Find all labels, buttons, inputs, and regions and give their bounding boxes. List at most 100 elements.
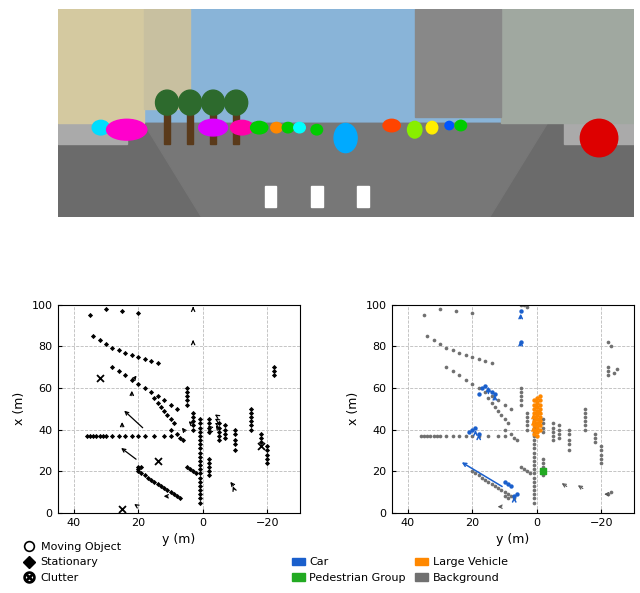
Point xyxy=(422,331,432,340)
Point xyxy=(554,433,564,443)
Point xyxy=(477,383,487,393)
Point xyxy=(172,492,182,501)
Point xyxy=(538,423,548,432)
Point xyxy=(195,427,205,436)
Point xyxy=(529,404,539,413)
Point xyxy=(596,446,607,455)
Point xyxy=(127,350,137,359)
Point xyxy=(195,485,205,495)
Point xyxy=(529,448,539,457)
Ellipse shape xyxy=(334,123,357,152)
Point xyxy=(204,454,214,464)
X-axis label: y (m): y (m) xyxy=(162,533,195,546)
Point xyxy=(175,493,186,503)
Point xyxy=(188,420,198,430)
Point xyxy=(133,464,143,474)
Point xyxy=(246,420,257,430)
Point xyxy=(499,487,509,497)
Ellipse shape xyxy=(311,125,323,135)
Point xyxy=(165,431,175,441)
Point xyxy=(448,431,458,441)
Point xyxy=(502,493,513,503)
Point xyxy=(162,410,172,420)
Point xyxy=(246,412,257,422)
Point xyxy=(529,498,539,507)
Point xyxy=(214,427,224,436)
Point xyxy=(127,375,137,384)
Point xyxy=(195,419,205,428)
Point xyxy=(467,379,477,388)
Point xyxy=(175,433,186,443)
Point xyxy=(532,431,542,441)
Point xyxy=(499,400,509,409)
Point xyxy=(535,404,545,413)
Point xyxy=(230,446,240,455)
Point xyxy=(512,489,522,499)
Point xyxy=(506,429,516,439)
Point xyxy=(509,433,519,443)
Point xyxy=(220,425,230,435)
Point xyxy=(474,471,484,480)
Point xyxy=(435,431,445,441)
Point xyxy=(538,467,548,476)
Point xyxy=(448,346,458,355)
Point xyxy=(580,412,590,422)
Point xyxy=(182,400,192,409)
Ellipse shape xyxy=(455,120,467,130)
Point xyxy=(529,396,539,405)
Point xyxy=(165,400,175,409)
Point xyxy=(136,468,147,478)
Point xyxy=(120,348,131,358)
Point xyxy=(516,396,526,405)
Point xyxy=(172,429,182,439)
Point xyxy=(564,435,574,445)
Point xyxy=(95,335,105,345)
Point xyxy=(442,362,452,372)
Point xyxy=(195,473,205,482)
Point xyxy=(506,481,516,490)
Point xyxy=(529,427,539,436)
Point xyxy=(185,464,195,474)
Point xyxy=(529,439,539,449)
Point xyxy=(133,463,143,472)
Point xyxy=(191,468,202,478)
Point xyxy=(120,371,131,380)
Point xyxy=(149,394,159,403)
Point xyxy=(493,406,503,416)
Point xyxy=(95,431,105,441)
Point xyxy=(464,427,474,436)
Ellipse shape xyxy=(106,119,147,140)
Point xyxy=(188,425,198,435)
Point xyxy=(529,493,539,503)
Point xyxy=(165,425,175,435)
Point xyxy=(529,419,539,428)
Point xyxy=(596,450,607,460)
Point xyxy=(493,396,503,405)
Point xyxy=(156,402,166,412)
Point xyxy=(596,458,607,468)
Point xyxy=(516,337,526,347)
Point xyxy=(422,431,432,441)
Point xyxy=(108,344,118,353)
Point xyxy=(538,415,548,424)
Point xyxy=(88,331,98,340)
Point xyxy=(535,396,545,405)
Point xyxy=(529,473,539,482)
Point xyxy=(195,493,205,503)
Point xyxy=(580,416,590,426)
Point xyxy=(529,481,539,490)
Point xyxy=(474,383,484,393)
Point xyxy=(454,431,465,441)
Point xyxy=(195,460,205,470)
Bar xyxy=(210,113,216,144)
Point xyxy=(535,391,545,401)
Point xyxy=(603,371,613,380)
Point xyxy=(84,310,95,320)
Point xyxy=(269,371,279,380)
Point xyxy=(522,302,532,311)
Point xyxy=(516,383,526,393)
Point xyxy=(529,431,539,441)
Point xyxy=(496,485,506,495)
Point xyxy=(580,425,590,435)
Point xyxy=(467,467,477,476)
